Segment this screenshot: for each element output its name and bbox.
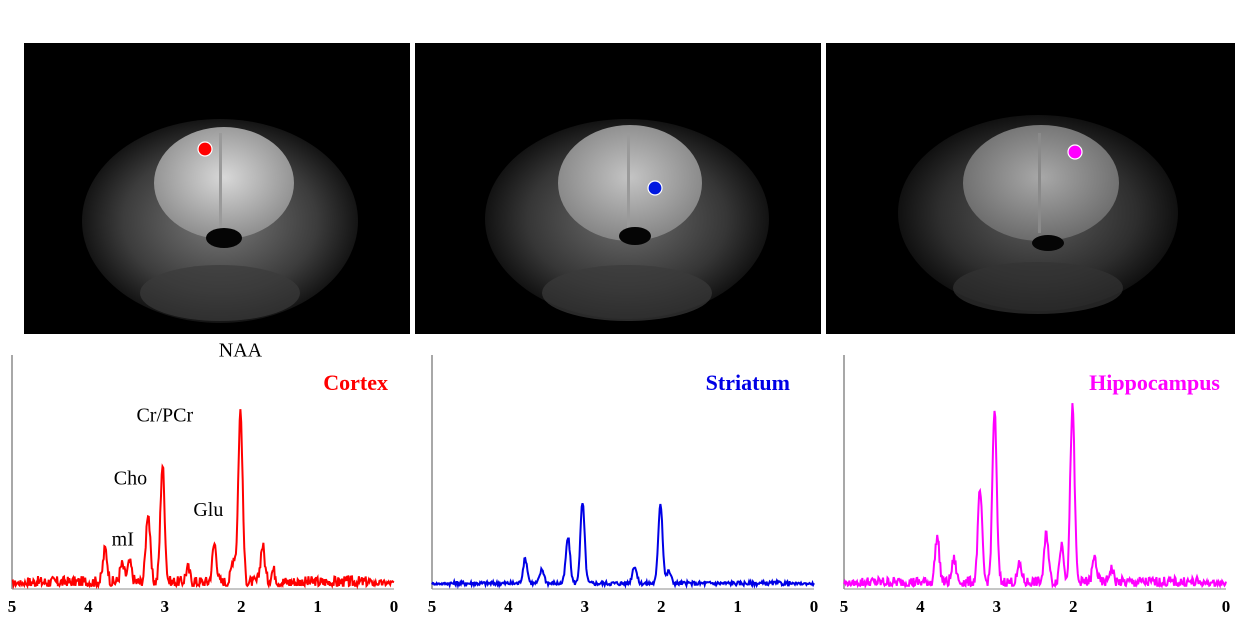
x-tick-label: 1 bbox=[313, 597, 322, 616]
mri-panel-hippocampus bbox=[826, 43, 1235, 334]
peak-label: Cho bbox=[114, 467, 147, 489]
peak-label: Glu bbox=[193, 499, 223, 521]
peak-label: NAA bbox=[219, 340, 263, 362]
chart-title: Hippocampus bbox=[1089, 370, 1220, 395]
voxel-marker-cortex bbox=[197, 141, 213, 157]
spectrum-line bbox=[431, 502, 815, 590]
x-tick-label: 4 bbox=[916, 597, 925, 616]
spectrum-line bbox=[11, 409, 395, 590]
voxel-marker-striatum bbox=[647, 180, 663, 196]
x-tick-label: 5 bbox=[428, 597, 437, 616]
spectrum-chart-hippocampus: Hippocampus 5 4 3 2 1 0 bbox=[840, 355, 1231, 616]
spectrum-striatum: Striatum 5 4 3 2 1 0 bbox=[420, 350, 840, 638]
spectrum-cortex: Cortex 5 4 3 2 1 0 NAA Cr/PCr Cho Glu mI bbox=[0, 340, 420, 638]
chart-title: Cortex bbox=[323, 370, 388, 395]
x-tick-label: 3 bbox=[993, 597, 1002, 616]
x-tick-label: 2 bbox=[1069, 597, 1078, 616]
mri-image-hippocampus bbox=[826, 43, 1235, 334]
x-tick-label: 1 bbox=[733, 597, 742, 616]
voxel-marker-hippocampus bbox=[1067, 144, 1083, 160]
x-tick-label: 5 bbox=[8, 597, 17, 616]
brain-region bbox=[154, 127, 294, 239]
peak-label: Cr/PCr bbox=[136, 404, 193, 426]
spectrum-line bbox=[843, 403, 1227, 589]
mri-image-striatum bbox=[415, 43, 821, 334]
peak-label: mI bbox=[112, 529, 134, 551]
spectrum-chart-cortex: Cortex 5 4 3 2 1 0 NAA Cr/PCr Cho Glu mI bbox=[8, 340, 399, 617]
x-tick-label: 0 bbox=[390, 597, 399, 616]
x-tick-label: 0 bbox=[810, 597, 819, 616]
spectrum-chart-striatum: Striatum 5 4 3 2 1 0 bbox=[428, 355, 819, 616]
x-tick-label: 1 bbox=[1145, 597, 1154, 616]
x-tick-label: 5 bbox=[840, 597, 849, 616]
x-tick-label: 3 bbox=[581, 597, 590, 616]
x-tick-label: 2 bbox=[237, 597, 246, 616]
spectrum-hippocampus: Hippocampus 5 4 3 2 1 0 bbox=[832, 350, 1252, 638]
x-tick-label: 4 bbox=[504, 597, 513, 616]
mri-panel-striatum bbox=[415, 43, 821, 334]
x-tick-label: 2 bbox=[657, 597, 666, 616]
chart-title: Striatum bbox=[706, 370, 790, 395]
x-tick-label: 3 bbox=[161, 597, 170, 616]
mri-panel-cortex bbox=[24, 43, 410, 334]
x-tick-label: 4 bbox=[84, 597, 93, 616]
mri-image-cortex bbox=[24, 43, 410, 334]
x-tick-label: 0 bbox=[1222, 597, 1231, 616]
